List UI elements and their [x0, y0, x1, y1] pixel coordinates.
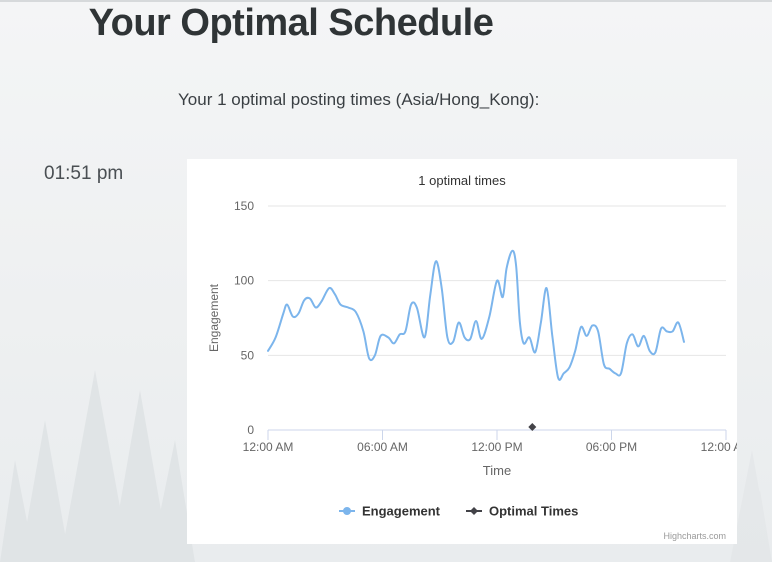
optimal-time-marker[interactable]	[528, 423, 537, 431]
x-axis-ticks	[267, 430, 727, 440]
x-tick-label: 12:00 PM	[471, 440, 522, 454]
y-axis-title: Engagement	[207, 283, 221, 352]
y-tick-label: 150	[234, 199, 254, 213]
chart-credits[interactable]: Highcharts.com	[663, 531, 726, 541]
x-axis-tick-labels: 12:00 AM 06:00 AM 12:00 PM 06:00 PM 12:00 AM	[243, 440, 737, 454]
y-tick-label: 100	[234, 274, 254, 288]
chart-svg: 1 optimal times 0 50 100 150 12:00 AM 06:00 …	[207, 173, 737, 541]
y-tick-label: 0	[247, 423, 254, 437]
y-axis-tick-labels: 0 50 100 150	[234, 199, 254, 437]
background-trees-image	[0, 370, 772, 562]
x-axis-title: Time	[483, 463, 511, 478]
legend-optimal-label: Optimal Times	[489, 504, 578, 519]
engagement-series-line	[267, 249, 685, 381]
x-tick-label: 06:00 AM	[357, 440, 408, 454]
x-tick-label: 06:00 PM	[586, 440, 637, 454]
top-border	[0, 0, 772, 2]
engagement-chart: 1 optimal times 0 50 100 150 12:00 AM 06:00 …	[187, 159, 737, 544]
legend: Engagement Optimal Times	[339, 504, 578, 519]
x-tick-label: 12:00 AM	[701, 440, 737, 454]
legend-item-engagement[interactable]: Engagement	[339, 504, 441, 519]
page-title: Your Optimal Schedule	[88, 2, 494, 44]
legend-engagement-marker	[343, 507, 351, 515]
optimal-times-markers	[528, 423, 537, 431]
legend-engagement-label: Engagement	[362, 504, 441, 519]
legend-item-optimal-times[interactable]: Optimal Times	[466, 504, 578, 519]
x-tick-label: 12:00 AM	[243, 440, 294, 454]
chart-title: 1 optimal times	[418, 173, 506, 188]
optimal-time-entry: 01:51 pm	[44, 163, 124, 184]
optimal-times-subtitle: Your 1 optimal posting times (Asia/Hong_…	[178, 90, 540, 109]
legend-optimal-marker	[470, 507, 478, 515]
y-tick-label: 50	[241, 348, 255, 362]
